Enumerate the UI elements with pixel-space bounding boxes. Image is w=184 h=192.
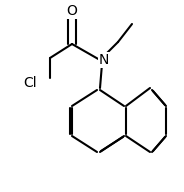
Text: N: N <box>99 53 109 67</box>
Text: O: O <box>67 4 77 18</box>
Text: Cl: Cl <box>23 76 37 90</box>
